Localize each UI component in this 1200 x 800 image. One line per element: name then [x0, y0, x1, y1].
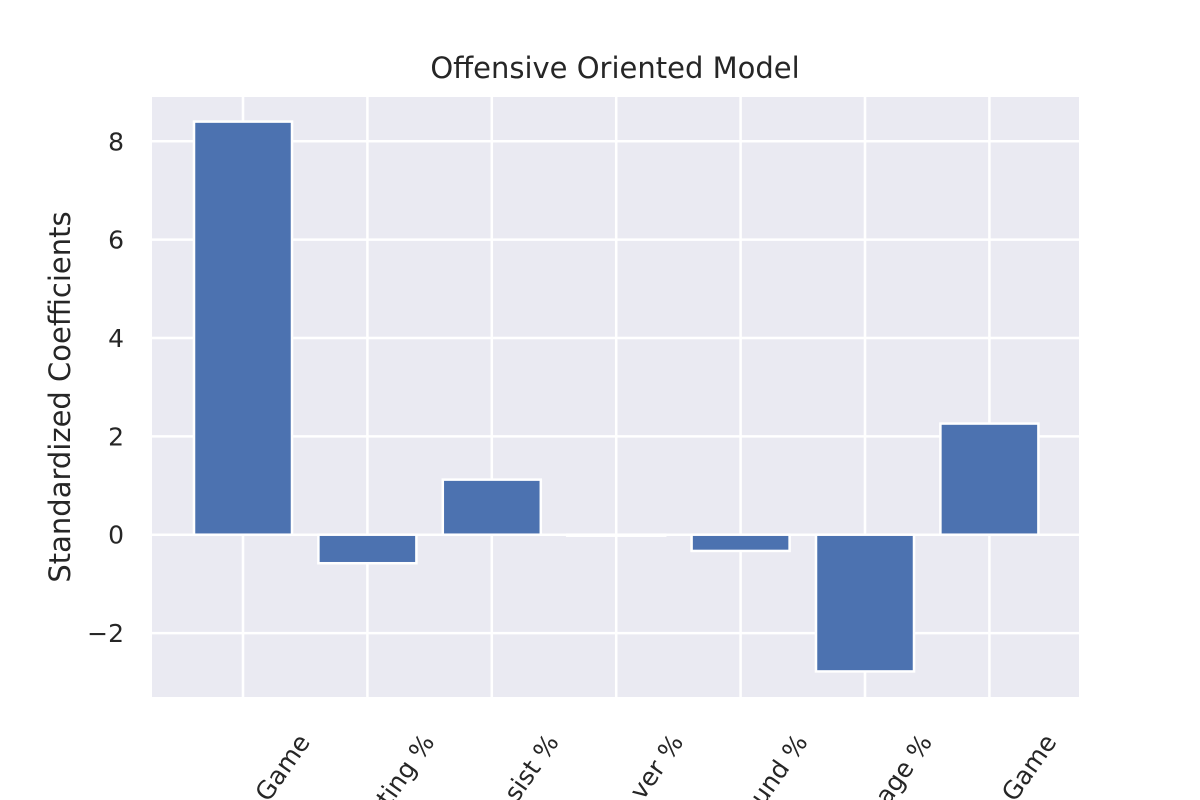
- x-tick-label: Game: [249, 729, 315, 800]
- chart-title: Offensive Oriented Model: [430, 51, 799, 85]
- bar: [441, 478, 543, 536]
- y-tick-label: 4: [108, 324, 124, 353]
- x-tick-labels: Game ting % sist % ver % und % age % Game: [249, 729, 1062, 800]
- x-tick-label: und %: [744, 729, 813, 800]
- y-axis-label: Standardized Coefficients: [43, 211, 77, 582]
- bar: [814, 533, 916, 673]
- bar: [690, 533, 791, 553]
- bars: [192, 120, 1040, 673]
- bar: [192, 120, 294, 536]
- x-tick-label: sist %: [498, 729, 564, 800]
- y-tick-label: 2: [108, 422, 124, 451]
- x-tick-label: ver %: [624, 729, 689, 800]
- bar: [317, 533, 418, 565]
- bar: [939, 422, 1040, 536]
- y-tick-label: 0: [108, 521, 124, 550]
- x-tick-label: age %: [869, 729, 938, 800]
- y-tick-labels: −2 0 2 4 6 8: [87, 127, 124, 648]
- x-tick-label: ting %: [371, 729, 441, 800]
- bar: [565, 533, 667, 537]
- y-tick-label: 6: [108, 226, 124, 255]
- y-tick-label: −2: [87, 619, 124, 648]
- x-tick-label: Game: [996, 729, 1062, 800]
- y-tick-label: 8: [108, 127, 124, 156]
